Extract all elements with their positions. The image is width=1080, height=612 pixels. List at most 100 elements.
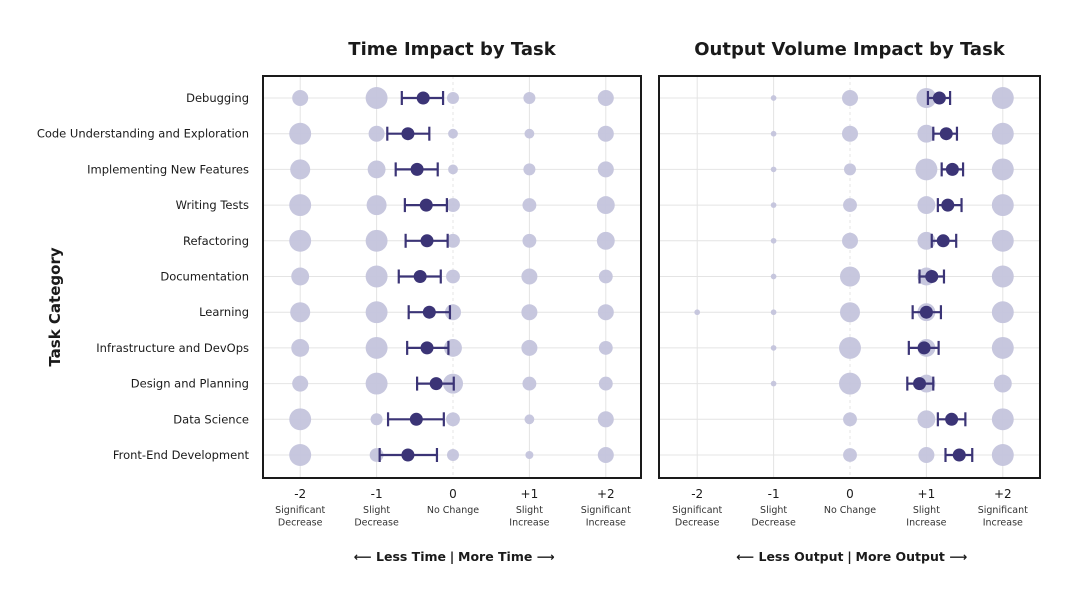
- response-bubble: [770, 380, 777, 387]
- category-label: Debugging: [186, 91, 249, 105]
- response-bubble: [843, 448, 857, 462]
- response-bubble: [447, 449, 459, 461]
- response-bubble: [991, 194, 1014, 217]
- response-bubble: [991, 265, 1014, 288]
- response-bubble: [770, 309, 777, 316]
- response-bubble: [522, 198, 537, 213]
- mean-point: [429, 377, 443, 391]
- response-bubble: [365, 265, 388, 288]
- response-bubble: [289, 194, 312, 217]
- category-label: Writing Tests: [176, 198, 249, 212]
- response-bubble: [522, 376, 537, 391]
- response-bubble: [448, 128, 458, 139]
- response-bubble: [597, 161, 614, 178]
- category-label: Infrastructure and DevOps: [96, 341, 249, 355]
- x-tick-label: +2: [597, 487, 615, 501]
- response-bubble: [523, 163, 536, 176]
- response-bubble: [991, 122, 1014, 145]
- mean-point: [422, 305, 436, 319]
- arrow-separator: |: [450, 549, 455, 564]
- response-bubble: [448, 164, 458, 175]
- response-bubble: [290, 302, 311, 323]
- arrow-label-left: ⟵ Less Output: [736, 549, 843, 564]
- response-bubble: [917, 124, 936, 143]
- mean-point: [917, 341, 931, 355]
- mean-point: [401, 127, 415, 141]
- arrow-label-left: ⟵ Less Time: [354, 549, 446, 564]
- panel-title: Time Impact by Task: [348, 39, 556, 60]
- x-tick-description: Increase: [983, 518, 1023, 529]
- x-tick-description: Slight: [760, 505, 787, 516]
- response-bubble: [843, 412, 857, 427]
- response-bubble: [991, 87, 1014, 109]
- response-bubble: [446, 198, 460, 213]
- response-bubble: [365, 372, 388, 395]
- x-tick-label: -1: [768, 487, 780, 501]
- response-bubble: [770, 237, 777, 244]
- response-bubble: [770, 202, 777, 208]
- x-tick-description: Significant: [672, 505, 722, 516]
- y-axis-label: Task Category: [46, 247, 64, 366]
- response-bubble: [991, 301, 1014, 324]
- response-bubble: [694, 309, 701, 316]
- response-bubble: [521, 339, 538, 356]
- response-bubble: [840, 266, 860, 287]
- category-label: Code Understanding and Exploration: [37, 127, 249, 141]
- mean-point: [420, 341, 434, 355]
- x-tick-description: Increase: [509, 518, 549, 529]
- response-bubble: [840, 302, 860, 323]
- mean-point: [410, 162, 424, 176]
- x-tick-description: Increase: [586, 518, 626, 529]
- panel-title: Output Volume Impact by Task: [694, 39, 1006, 60]
- response-bubble: [289, 408, 312, 431]
- response-bubble: [447, 92, 459, 104]
- response-bubble: [446, 412, 460, 427]
- plot-frame: [262, 75, 642, 479]
- response-bubble: [842, 90, 858, 106]
- response-bubble: [770, 166, 777, 173]
- response-bubble: [991, 444, 1014, 466]
- x-tick-label: +1: [918, 487, 936, 501]
- response-bubble: [292, 375, 309, 392]
- response-bubble: [596, 231, 615, 250]
- response-bubble: [525, 451, 534, 459]
- category-label: Design and Planning: [131, 377, 249, 391]
- response-bubble: [598, 376, 613, 391]
- response-bubble: [915, 158, 938, 181]
- x-tick-label: -1: [371, 487, 383, 501]
- category-label: Refactoring: [183, 234, 249, 248]
- response-bubble: [596, 196, 615, 215]
- arrow-label-right: More Time ⟶: [458, 549, 555, 564]
- response-bubble: [917, 196, 936, 215]
- mean-point: [913, 377, 927, 391]
- mean-point: [413, 270, 427, 283]
- mean-point: [945, 412, 959, 426]
- x-tick-description: Slight: [913, 505, 940, 516]
- response-bubble: [597, 90, 614, 106]
- x-tick-description: No Change: [824, 505, 876, 516]
- response-bubble: [289, 122, 312, 145]
- mean-point: [925, 270, 939, 283]
- response-bubble: [842, 125, 858, 142]
- response-bubble: [522, 233, 537, 248]
- response-bubble: [370, 413, 383, 426]
- mean-point: [401, 448, 415, 462]
- response-bubble: [446, 233, 460, 248]
- mean-point: [941, 198, 955, 212]
- x-tick-description: Significant: [275, 505, 325, 516]
- response-bubble: [991, 408, 1014, 431]
- x-tick-description: Increase: [906, 518, 946, 529]
- response-bubble: [597, 447, 614, 463]
- response-bubble: [770, 130, 777, 137]
- response-bubble: [521, 268, 538, 285]
- response-bubble: [291, 267, 310, 286]
- response-bubble: [843, 198, 857, 213]
- mean-point: [919, 305, 933, 319]
- response-bubble: [598, 340, 613, 355]
- response-bubble: [839, 372, 861, 395]
- x-tick-label: -2: [691, 487, 703, 501]
- arrow-label-right: More Output ⟶: [856, 549, 968, 564]
- x-tick-description: Significant: [581, 505, 631, 516]
- mean-point: [945, 162, 959, 176]
